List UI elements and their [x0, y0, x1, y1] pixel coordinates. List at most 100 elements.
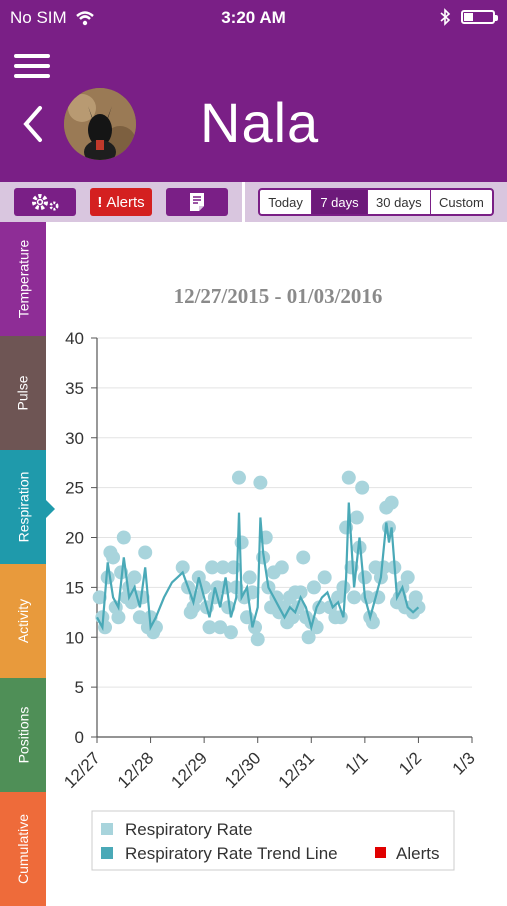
- chart-area: 12/27/2015 - 01/03/2016 0 5 10 15 20 25 30 35 40…: [46, 222, 507, 900]
- legend-rate: Respiratory Rate: [125, 820, 253, 839]
- data-point: [376, 560, 391, 575]
- data-point: [132, 610, 147, 625]
- data-point: [106, 550, 121, 565]
- tab-temperature-label: Temperature: [15, 239, 31, 319]
- settings-button[interactable]: [14, 188, 76, 216]
- pet-name: Nala: [200, 91, 320, 154]
- data-point: [336, 580, 351, 595]
- tab-positions[interactable]: Positions: [0, 678, 46, 792]
- y-tick-label: 30: [65, 429, 84, 448]
- x-tick-label: 12/29: [167, 748, 211, 792]
- x-axis: 12/27 12/28 12/29 12/30 12/31 1/1 1/2 1/3: [60, 736, 479, 792]
- data-point: [274, 560, 289, 575]
- data-point: [215, 560, 230, 575]
- data-point: [231, 470, 246, 485]
- data-point: [92, 590, 107, 605]
- data-point: [242, 570, 257, 585]
- respiratory-rate-trend-line: [96, 502, 420, 632]
- tab-pulse-label: Pulse: [15, 375, 31, 411]
- data-point: [116, 530, 131, 545]
- tab-temperature[interactable]: Temperature: [0, 222, 46, 336]
- data-point: [347, 590, 362, 605]
- tab-activity[interactable]: Activity: [0, 564, 46, 678]
- data-point: [357, 570, 372, 585]
- data-point: [355, 480, 370, 495]
- alerts-button[interactable]: ! Alerts: [90, 188, 152, 216]
- range-selector: Today 7 days 30 days Custom: [258, 188, 494, 216]
- pet-avatar[interactable]: [64, 88, 136, 160]
- status-left: No SIM: [10, 8, 95, 28]
- gears-icon: [32, 194, 59, 211]
- toolbar: ! Alerts Today 7 days 30 days Custom: [0, 182, 507, 222]
- y-tick-label: 25: [65, 479, 84, 498]
- y-tick-label: 15: [65, 578, 84, 597]
- tab-positions-label: Positions: [15, 706, 31, 764]
- tab-respiration[interactable]: Respiration: [0, 450, 46, 564]
- metric-sidebar: Temperature Pulse Respiration Activity P…: [0, 222, 46, 906]
- alert-exclamation-icon: !: [97, 193, 103, 211]
- data-point: [248, 620, 263, 635]
- chart-legend: Respiratory Rate Respiratory Rate Trend …: [91, 810, 455, 871]
- range-7-days[interactable]: 7 days: [312, 190, 368, 214]
- data-point: [202, 620, 217, 635]
- y-axis: 0 5 10 15 20 25 30 35 40: [65, 329, 98, 747]
- y-tick-label: 40: [65, 329, 84, 348]
- alerts-label: Alerts: [106, 193, 145, 211]
- y-tick-label: 0: [75, 728, 84, 747]
- back-chevron-icon[interactable]: [18, 102, 48, 146]
- status-bar: No SIM 3:20 AM: [0, 0, 507, 36]
- y-tick-label: 35: [65, 379, 84, 398]
- chart-title: 12/27/2015 - 01/03/2016: [174, 284, 383, 308]
- battery-icon: [461, 10, 498, 24]
- data-point: [296, 550, 311, 565]
- data-point: [138, 545, 153, 560]
- y-tick-label: 20: [65, 529, 84, 548]
- wifi-icon: [75, 11, 94, 26]
- x-tick-label: 1/1: [342, 748, 372, 778]
- carrier-label: No SIM: [10, 8, 67, 27]
- data-point: [306, 580, 321, 595]
- data-point: [234, 535, 249, 550]
- range-today[interactable]: Today: [260, 190, 313, 214]
- x-tick-label: 1/3: [449, 748, 479, 778]
- data-point: [384, 495, 399, 510]
- data-point: [253, 475, 268, 490]
- x-tick-label: 12/27: [60, 748, 104, 792]
- data-point: [175, 560, 190, 575]
- x-tick-label: 12/30: [221, 748, 265, 792]
- legend-box: [91, 810, 455, 871]
- data-point: [400, 570, 415, 585]
- x-tick-label: 1/2: [395, 748, 425, 778]
- data-point: [317, 570, 332, 585]
- notes-icon: [190, 193, 204, 211]
- status-time: 3:20 AM: [221, 8, 286, 27]
- respiration-chart: 12/27/2015 - 01/03/2016 0 5 10 15 20 25 30 35 40…: [60, 284, 479, 871]
- tab-pulse[interactable]: Pulse: [0, 336, 46, 450]
- y-tick-label: 10: [65, 628, 84, 647]
- data-point: [301, 630, 316, 645]
- range-30-days[interactable]: 30 days: [368, 190, 431, 214]
- tab-cumulative[interactable]: Cumulative: [0, 792, 46, 906]
- x-tick-label: 12/31: [275, 748, 319, 792]
- legend-swatch-trend: [101, 847, 113, 859]
- y-tick-label: 5: [75, 678, 84, 697]
- data-point: [205, 560, 220, 575]
- notes-button[interactable]: [166, 188, 228, 216]
- data-point: [127, 570, 142, 585]
- tab-activity-label: Activity: [15, 598, 31, 644]
- menu-icon[interactable]: [14, 54, 50, 78]
- data-point: [349, 510, 364, 525]
- data-point: [250, 632, 265, 647]
- x-tick-label: 12/28: [114, 748, 158, 792]
- legend-swatch-alerts: [375, 847, 386, 858]
- range-custom[interactable]: Custom: [438, 194, 484, 210]
- chart-grid: [97, 337, 472, 738]
- data-point: [365, 615, 380, 630]
- tab-respiration-label: Respiration: [15, 471, 32, 543]
- data-point: [111, 610, 126, 625]
- data-point: [223, 625, 238, 640]
- active-tab-pointer: [46, 500, 55, 518]
- legend-alerts: Alerts: [396, 844, 439, 863]
- tab-cumulative-label: Cumulative: [15, 813, 31, 885]
- bluetooth-icon: [440, 8, 451, 26]
